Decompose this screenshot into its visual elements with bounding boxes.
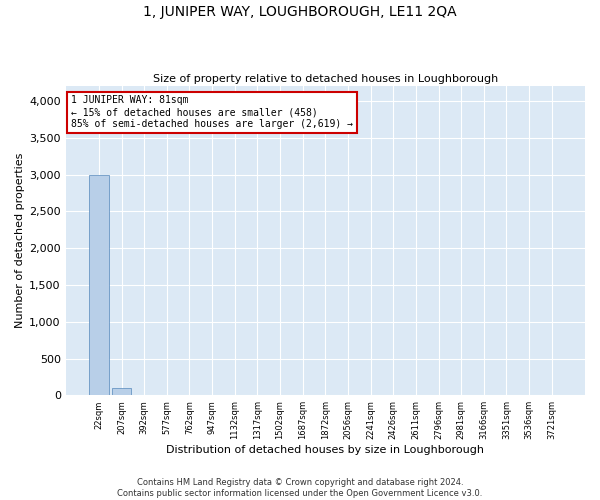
Text: Contains HM Land Registry data © Crown copyright and database right 2024.
Contai: Contains HM Land Registry data © Crown c… <box>118 478 482 498</box>
Y-axis label: Number of detached properties: Number of detached properties <box>15 153 25 328</box>
Text: 1, JUNIPER WAY, LOUGHBOROUGH, LE11 2QA: 1, JUNIPER WAY, LOUGHBOROUGH, LE11 2QA <box>143 5 457 19</box>
Text: 1 JUNIPER WAY: 81sqm
← 15% of detached houses are smaller (458)
85% of semi-deta: 1 JUNIPER WAY: 81sqm ← 15% of detached h… <box>71 96 353 128</box>
X-axis label: Distribution of detached houses by size in Loughborough: Distribution of detached houses by size … <box>166 445 484 455</box>
Title: Size of property relative to detached houses in Loughborough: Size of property relative to detached ho… <box>153 74 498 84</box>
Bar <box>112 388 131 396</box>
Bar <box>89 174 109 396</box>
